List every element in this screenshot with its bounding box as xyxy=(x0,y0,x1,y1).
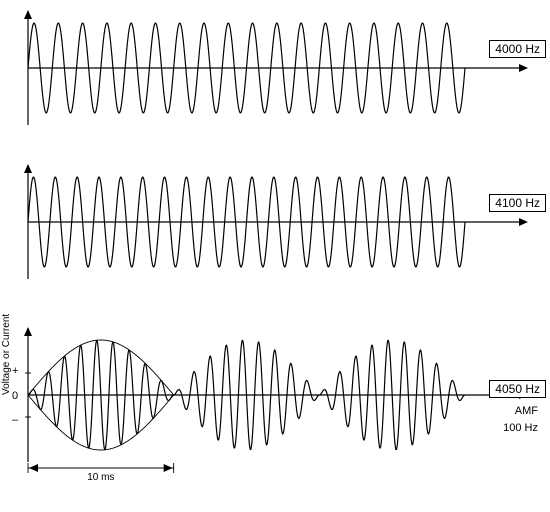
freq-label-4050: 4050 Hz xyxy=(489,380,546,398)
svg-text:10 ms: 10 ms xyxy=(87,472,114,483)
wave-panel xyxy=(20,162,540,282)
wave-svg-4100 xyxy=(20,162,540,282)
wave-panel xyxy=(20,8,540,128)
y-axis-title: Voltage or Current xyxy=(1,314,12,395)
wave-panel: 10 ms xyxy=(20,325,540,500)
freq-label-4000: 4000 Hz xyxy=(489,40,546,58)
wave-svg-beat: 10 ms xyxy=(20,325,540,500)
y-zero: 0 xyxy=(12,390,18,402)
amf-label: AMF xyxy=(515,405,538,417)
y-minus: – xyxy=(12,414,18,426)
amf-hz-label: 100 Hz xyxy=(503,422,538,434)
wave-svg-4000 xyxy=(20,8,540,128)
freq-label-4100: 4100 Hz xyxy=(489,194,546,212)
y-plus: + xyxy=(12,365,18,377)
